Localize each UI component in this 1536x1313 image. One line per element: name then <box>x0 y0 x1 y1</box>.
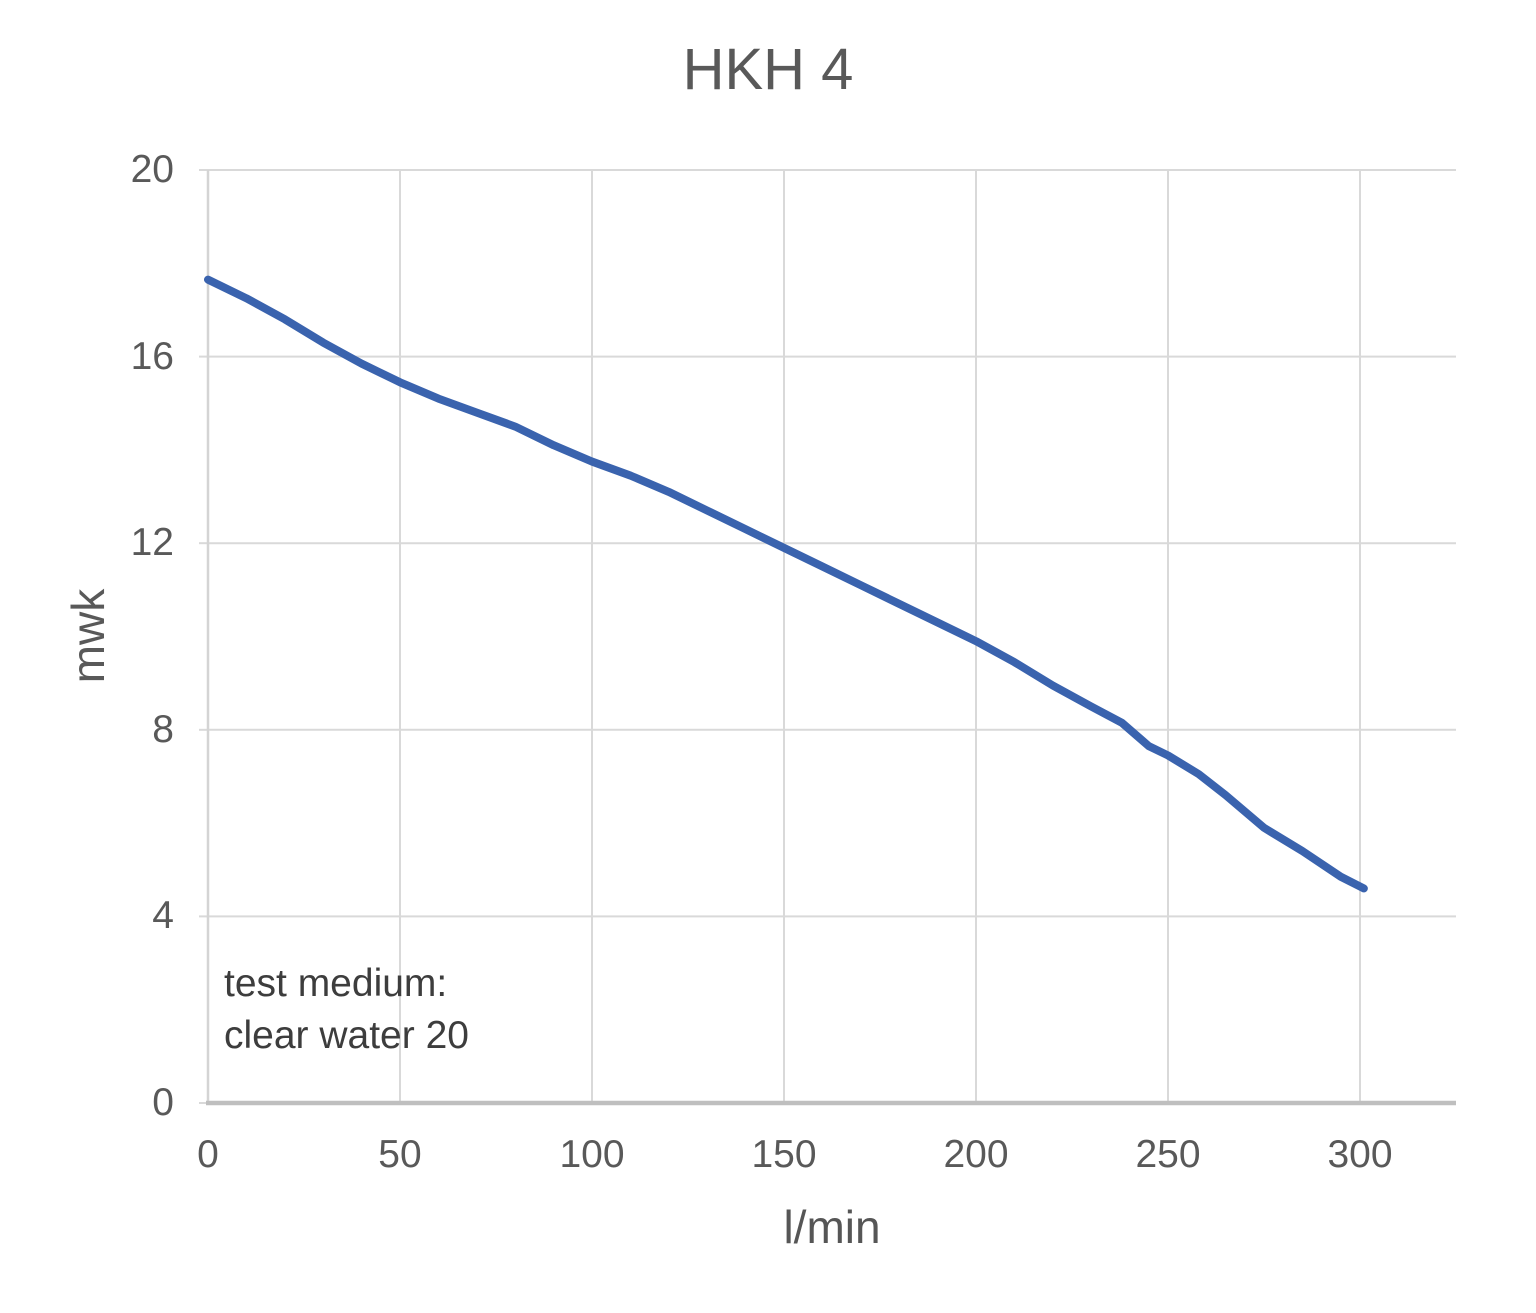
x-tick-label: 150 <box>751 1133 817 1176</box>
annotation-line-1: test medium: <box>224 962 448 1005</box>
y-tick-label: 16 <box>130 334 174 378</box>
x-tick-label: 300 <box>1327 1133 1393 1176</box>
x-tick-label: 200 <box>943 1133 1009 1176</box>
y-tick-label: 4 <box>152 894 174 938</box>
y-tick-label: 20 <box>130 148 174 191</box>
x-tick-label: 0 <box>197 1133 219 1176</box>
test-medium-annotation: test medium: clear water 20 <box>224 958 469 1062</box>
x-axis-title: l/min <box>783 1201 881 1253</box>
pump-curve <box>204 275 1368 893</box>
x-tick-label: 50 <box>378 1133 422 1176</box>
chart-title: HKH 4 <box>682 37 854 102</box>
y-axis-title: mwk <box>62 588 114 684</box>
y-tick-label: 0 <box>152 1081 174 1124</box>
y-tick-label: 12 <box>130 521 174 565</box>
x-tick-label: 250 <box>1135 1133 1201 1176</box>
x-tick-label: 100 <box>559 1133 625 1176</box>
y-tick-label: 8 <box>152 707 174 751</box>
annotation-line-2: clear water 20 <box>224 1014 469 1057</box>
